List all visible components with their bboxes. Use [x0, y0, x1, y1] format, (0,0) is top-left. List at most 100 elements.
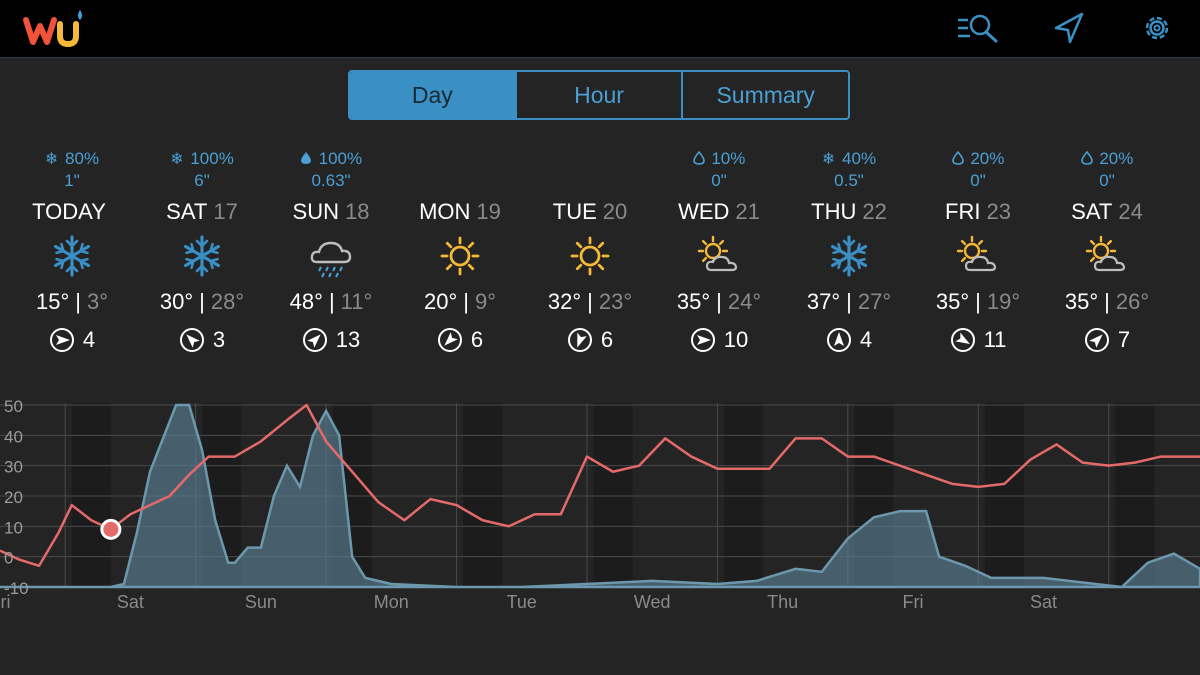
precip-amount — [525, 170, 655, 192]
snow-icon — [178, 234, 226, 278]
wind-direction-icon — [567, 327, 601, 353]
day-date: 22 — [862, 199, 887, 224]
wind: 13 — [266, 324, 396, 356]
precip-amount: 0" — [1099, 171, 1115, 190]
low-temp: 23° — [598, 289, 633, 314]
low-temp: 19° — [986, 289, 1021, 314]
low-temp: 9° — [474, 289, 497, 314]
night-band — [984, 403, 1024, 587]
wind-direction-icon — [690, 327, 724, 353]
y-tick-label: 20 — [4, 488, 23, 507]
x-day-label: Fri — [903, 592, 924, 612]
day-label: WED 21 — [654, 198, 784, 226]
high-temp: 32° — [547, 289, 582, 314]
wind-speed: 3 — [212, 327, 226, 352]
precip-amount: 1" — [64, 171, 80, 190]
raindrop-outline-icon — [1080, 150, 1093, 168]
wind: 10 — [654, 324, 784, 356]
wind-speed: 6 — [600, 327, 614, 352]
gear-icon[interactable] — [1135, 10, 1179, 46]
day-label: TODAY — [7, 198, 137, 226]
low-temp: 27° — [857, 289, 892, 314]
search-list-icon[interactable] — [955, 10, 999, 46]
day-date: 19 — [476, 199, 501, 224]
day-label: MON 19 — [395, 198, 525, 226]
wind: 4 — [7, 324, 137, 356]
wind-speed: 13 — [335, 327, 361, 352]
view-tabs: Day Hour Summary — [348, 70, 850, 120]
high-temp: 30° — [159, 289, 194, 314]
wind: 7 — [1042, 324, 1172, 356]
day-label: TUE 20 — [525, 198, 655, 226]
day-date: 18 — [344, 199, 370, 224]
precip-chance: 100% — [266, 148, 396, 170]
day-date: 23 — [986, 199, 1011, 224]
x-day-label: Sat — [117, 592, 144, 612]
day-label: FRI 23 — [913, 198, 1043, 226]
precip-amount: 6" — [194, 171, 210, 190]
high-temp: 35° — [935, 289, 970, 314]
night-band — [723, 403, 764, 587]
day-date: 20 — [602, 199, 628, 224]
day-column[interactable]: MON 19 20° | 9° 6 — [395, 148, 525, 356]
low-temp: 28° — [210, 289, 245, 314]
wind-direction-icon — [49, 327, 83, 353]
raindrop-icon — [300, 151, 312, 168]
x-day-label: Wed — [634, 592, 671, 612]
y-tick-label: 30 — [4, 458, 23, 477]
snow-icon — [825, 234, 873, 278]
y-tick-label: 0 — [4, 549, 13, 568]
wind-speed: 4 — [859, 327, 873, 352]
day-name: FRI — [945, 199, 981, 224]
day-date: 17 — [213, 199, 238, 224]
temperatures: 35° | 26° — [1064, 289, 1150, 314]
wu-logo[interactable] — [20, 6, 88, 50]
night-band — [1115, 403, 1155, 587]
tab-day[interactable]: Day — [350, 72, 517, 118]
low-temp: 3° — [86, 289, 109, 314]
high-temp: 15° — [35, 289, 70, 314]
wind-direction-icon — [1084, 327, 1118, 353]
day-column[interactable]: 10% 0" WED 21 35° | 24° 10 — [654, 148, 784, 356]
temperature-series-line — [0, 403, 1200, 568]
sunny-icon — [566, 234, 614, 278]
temperatures: 32° | 23° — [547, 289, 633, 314]
tab-summary[interactable]: Summary — [716, 81, 815, 108]
night-band — [463, 403, 503, 587]
temperatures: 35° | 19° — [935, 289, 1021, 314]
day-name: SAT — [1071, 199, 1113, 224]
day-label: THU 22 — [784, 198, 914, 226]
day-column[interactable]: 20% 0" FRI 23 35° | 19° 11 — [913, 148, 1043, 356]
precip-chance: 20% — [913, 148, 1043, 170]
day-name: SUN — [292, 199, 339, 224]
day-column[interactable]: 100% 0.63" SUN 18 48° | 11° 13 — [266, 148, 396, 356]
rain-icon — [307, 234, 355, 278]
snowflake-icon: ❄ — [821, 151, 836, 168]
wind-direction-icon — [179, 327, 213, 353]
x-day-label: Fri — [0, 592, 11, 612]
location-arrow-icon[interactable] — [1048, 10, 1092, 46]
wind: 11 — [913, 324, 1043, 356]
precip-chance: ❄ 80% — [44, 149, 100, 168]
raindrop-outline-icon — [951, 150, 964, 168]
day-column[interactable]: 20% 0" SAT 24 35° | 26° 7 — [1042, 148, 1172, 356]
x-day-label: Sat — [1030, 592, 1057, 612]
raindrop-outline-icon — [692, 150, 705, 168]
tab-hour[interactable]: Hour — [517, 72, 684, 118]
day-column[interactable]: ❄ 40% 0.5" THU 22 37° | 27° 4 — [784, 148, 914, 356]
wind-speed: 7 — [1117, 327, 1131, 352]
temperatures: 35° | 24° — [676, 289, 762, 314]
day-column[interactable]: ❄ 80% 1" TODAY 15° | 3° 4 — [7, 148, 137, 356]
high-temp: 48° — [289, 289, 323, 314]
day-column[interactable]: ❄ 100% 6" SAT 17 30° | 28° 3 — [137, 148, 267, 356]
precip-amount: 0.63" — [311, 171, 351, 190]
high-temp: 35° — [1064, 289, 1099, 314]
sunny-icon — [436, 234, 484, 278]
day-column[interactable]: TUE 20 32° | 23° 6 — [525, 148, 655, 356]
wind-direction-icon — [826, 327, 860, 353]
day-date: 24 — [1118, 199, 1143, 224]
night-band — [593, 403, 633, 587]
snowflake-icon: ❄ — [170, 151, 184, 168]
day-date: 21 — [735, 199, 760, 224]
high-temp: 20° — [423, 289, 458, 314]
